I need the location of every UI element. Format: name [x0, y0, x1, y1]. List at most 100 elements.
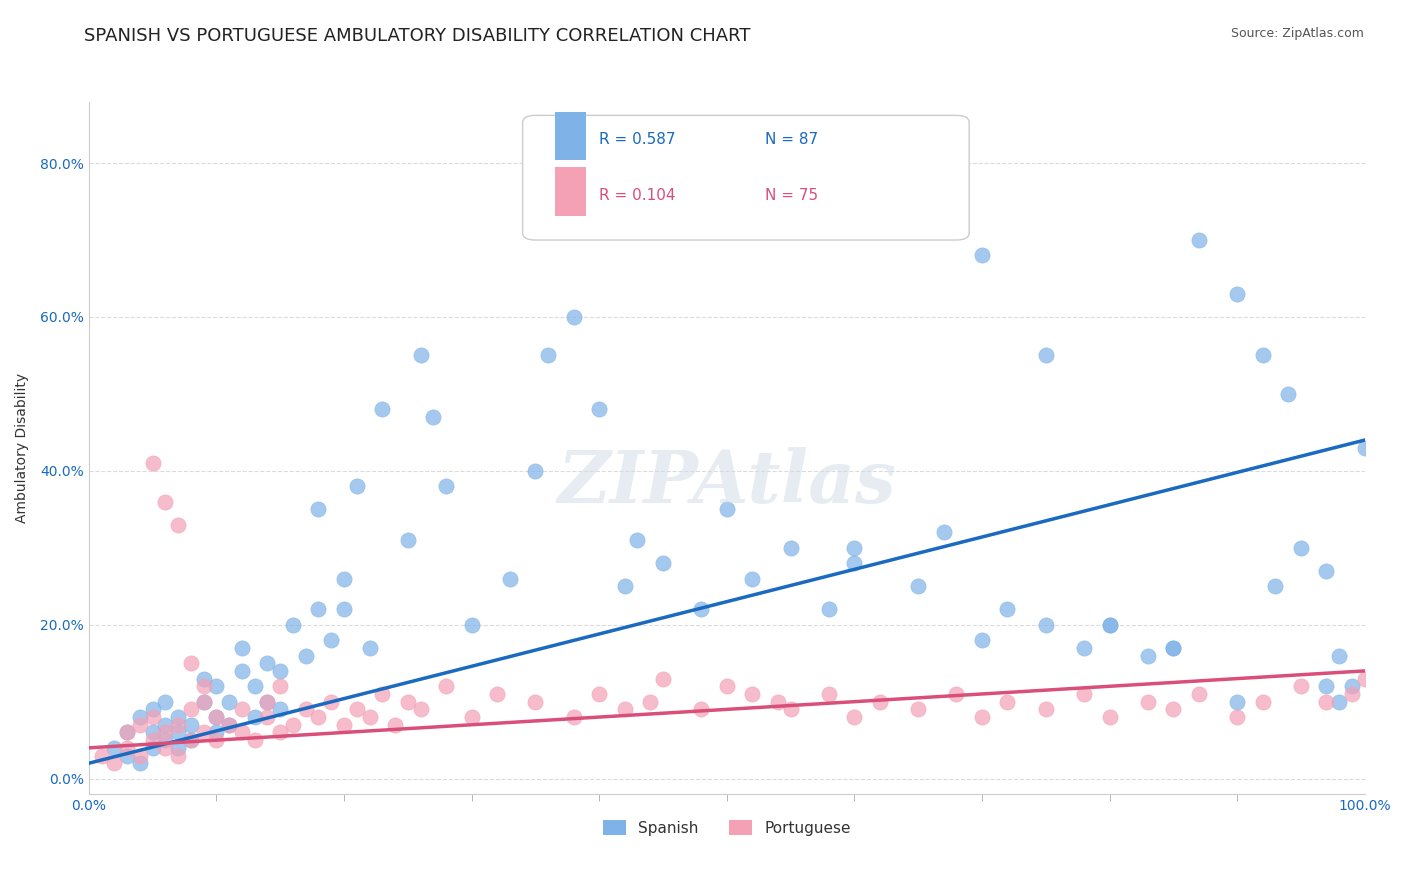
Point [1341, 687, 1364, 701]
Point [817, 687, 839, 701]
Point [1354, 441, 1376, 455]
Point [269, 679, 291, 693]
Y-axis label: Ambulatory Disability: Ambulatory Disability [15, 373, 30, 523]
Point [193, 695, 215, 709]
Point [193, 695, 215, 709]
Point [269, 664, 291, 678]
Point [231, 725, 253, 739]
Point [346, 702, 368, 716]
Point [1163, 640, 1185, 655]
Point [142, 740, 165, 755]
Point [1327, 695, 1350, 709]
Point [970, 710, 993, 724]
Point [333, 572, 356, 586]
Point [128, 756, 150, 771]
Point [460, 617, 482, 632]
Point [524, 464, 547, 478]
Point [167, 517, 190, 532]
Point [1035, 617, 1057, 632]
Point [613, 579, 636, 593]
Point [1226, 710, 1249, 724]
Point [128, 748, 150, 763]
Point [626, 533, 648, 547]
Text: SPANISH VS PORTUGUESE AMBULATORY DISABILITY CORRELATION CHART: SPANISH VS PORTUGUESE AMBULATORY DISABIL… [84, 27, 751, 45]
Point [180, 733, 202, 747]
Point [256, 710, 278, 724]
Point [281, 617, 304, 632]
Point [103, 740, 125, 755]
Point [1136, 695, 1159, 709]
Point [460, 710, 482, 724]
Point [294, 702, 316, 716]
Point [167, 725, 190, 739]
Text: N = 75: N = 75 [765, 187, 818, 202]
Point [269, 725, 291, 739]
Point [409, 348, 432, 362]
Point [1341, 679, 1364, 693]
Point [205, 710, 228, 724]
Point [1315, 564, 1337, 578]
Point [167, 718, 190, 732]
Point [142, 702, 165, 716]
Point [371, 402, 394, 417]
Point [333, 602, 356, 616]
FancyBboxPatch shape [523, 115, 969, 240]
Point [115, 740, 138, 755]
Point [321, 633, 343, 648]
Point [256, 657, 278, 671]
Point [779, 702, 801, 716]
Point [844, 541, 866, 555]
Point [205, 710, 228, 724]
Point [409, 702, 432, 716]
Point [231, 702, 253, 716]
Point [1035, 702, 1057, 716]
Point [779, 541, 801, 555]
Point [907, 579, 929, 593]
Point [422, 409, 444, 424]
Point [741, 572, 763, 586]
Point [1251, 695, 1274, 709]
Point [932, 525, 955, 540]
Point [588, 402, 610, 417]
Point [256, 695, 278, 709]
Point [193, 672, 215, 686]
Point [716, 502, 738, 516]
Point [384, 718, 406, 732]
Point [243, 733, 266, 747]
Point [281, 718, 304, 732]
Point [869, 695, 891, 709]
Point [907, 702, 929, 716]
Text: R = 0.104: R = 0.104 [599, 187, 676, 202]
Point [115, 725, 138, 739]
Point [1098, 617, 1121, 632]
Point [155, 740, 177, 755]
Point [1136, 648, 1159, 663]
Point [115, 748, 138, 763]
Point [1163, 702, 1185, 716]
Point [844, 710, 866, 724]
Bar [554, 112, 586, 161]
Point [1226, 286, 1249, 301]
Point [155, 494, 177, 508]
Point [1315, 695, 1337, 709]
Point [243, 710, 266, 724]
Point [333, 718, 356, 732]
Point [1289, 541, 1312, 555]
Point [231, 664, 253, 678]
Point [499, 572, 522, 586]
Point [970, 248, 993, 262]
Point [103, 756, 125, 771]
Point [434, 479, 457, 493]
Point [945, 687, 967, 701]
Point [180, 657, 202, 671]
Bar [554, 168, 586, 216]
Point [652, 672, 675, 686]
Point [997, 602, 1019, 616]
Point [142, 710, 165, 724]
Point [142, 733, 165, 747]
Point [128, 718, 150, 732]
Point [180, 733, 202, 747]
Point [294, 648, 316, 663]
Point [193, 725, 215, 739]
Point [321, 695, 343, 709]
